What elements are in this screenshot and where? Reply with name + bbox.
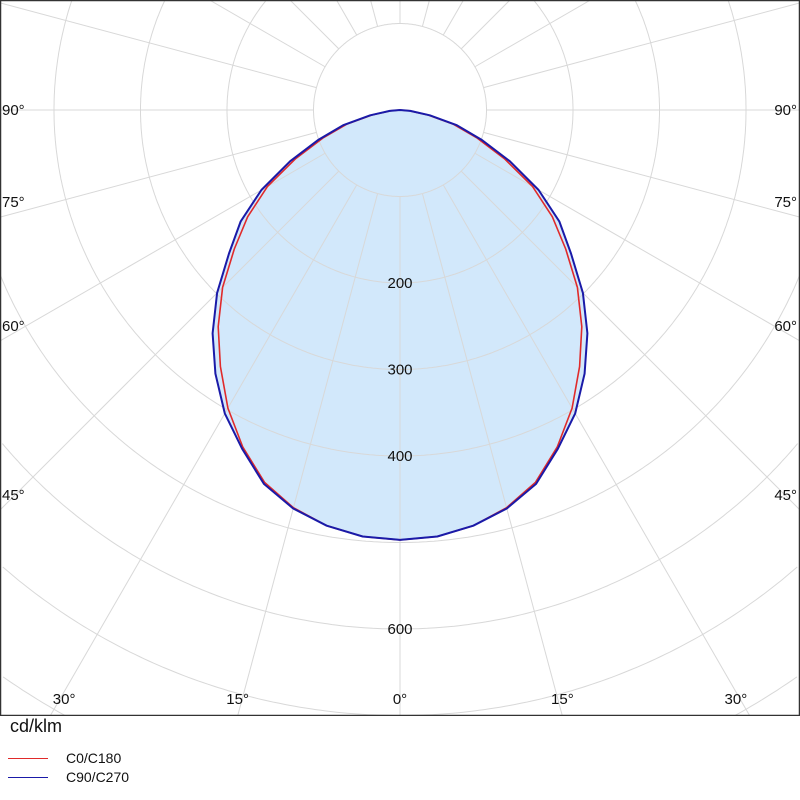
grid-circle-500: [0, 275, 800, 543]
angle-label: 15°: [551, 691, 574, 708]
grid-radial-line: [370, 0, 379, 27]
radial-tick-label: 600: [387, 621, 412, 638]
legend-item-c90-c270: C90/C270: [8, 768, 129, 786]
grid-circle-300: [140, 0, 660, 370]
angle-label: 60°: [774, 318, 797, 335]
legend-swatch: [8, 776, 48, 778]
grid-radial-line: [474, 0, 591, 68]
grid-radial-line: [483, 131, 800, 218]
grid-radial-line: [460, 0, 511, 50]
grid-circle-200: [226, 0, 574, 284]
radial-tick-label: 200: [387, 275, 412, 292]
grid-radial-line: [0, 2, 317, 89]
grid-radial-line: [336, 0, 358, 36]
angle-label: 90°: [774, 102, 797, 119]
grid-radial-line: [209, 0, 326, 68]
angle-label: 45°: [774, 487, 797, 504]
grid-radial-line: [49, 184, 358, 716]
radial-tick-label: 300: [387, 362, 412, 379]
grid-radial-line: [421, 0, 430, 27]
angle-label: 0°: [393, 691, 407, 708]
grid-radial-line: [237, 193, 379, 716]
grid-radial-line: [421, 193, 563, 716]
legend-swatch: [8, 757, 48, 759]
grid-radial-line: [460, 170, 800, 511]
unit-label: cd/klm: [10, 716, 63, 736]
grid-radial-line: [0, 152, 326, 342]
angle-label: 60°: [2, 318, 25, 335]
grid-radial-line: [483, 2, 800, 89]
angle-label: 75°: [774, 194, 797, 211]
grid-radial-line: [442, 0, 464, 36]
grid-radial-line: [0, 170, 340, 511]
grid-radial-line: [289, 0, 340, 50]
grid-radial-line: [474, 152, 800, 342]
grid-circle-700: [2, 566, 798, 716]
legend-label: C0/C180: [66, 750, 122, 766]
angle-label: 45°: [2, 487, 25, 504]
angle-label: 30°: [725, 691, 748, 708]
angle-label: 30°: [53, 691, 76, 708]
grid-circle-400: [53, 0, 747, 457]
angle-label: 15°: [226, 691, 249, 708]
grid-radial-line: [0, 131, 317, 218]
angle-label: 75°: [2, 194, 25, 211]
grid-radial-line: [442, 184, 751, 716]
angle-label: 90°: [2, 102, 25, 119]
polar-plot: 200 300 400 600 90° 90° 75° 75° 60° 60° 45° 45° 30° 1…: [0, 0, 800, 716]
legend-item-c0-c180: C0/C180: [8, 749, 121, 767]
radial-tick-label: 400: [387, 448, 412, 465]
grid-circle-600: [2, 443, 798, 630]
series-curve-c90-c270: [211, 109, 589, 541]
legend-label: C90/C270: [66, 769, 130, 785]
